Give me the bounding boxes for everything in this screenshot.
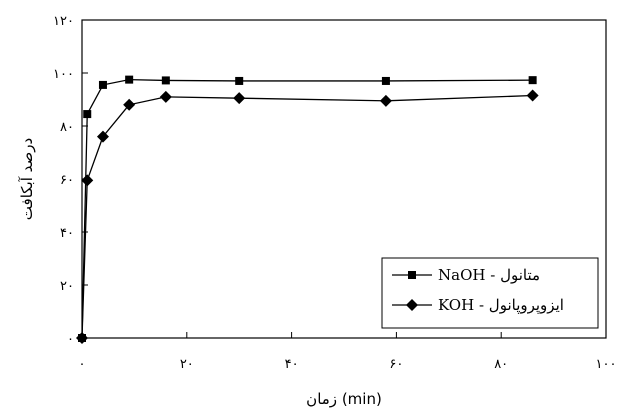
y-axis-label: درصد آبکافت	[18, 138, 36, 220]
y-tick-label: ۱۰۰	[53, 67, 74, 82]
y-tick-label: ۱۲۰	[53, 14, 74, 29]
data-point	[98, 80, 107, 89]
legend-label: NaOH - متانول	[438, 266, 540, 284]
legend-marker	[406, 299, 418, 311]
data-point	[161, 76, 170, 85]
legend-label: KOH - ایزوپروپانول	[438, 296, 564, 314]
data-point	[123, 98, 136, 111]
x-tick-label: ۸۰	[494, 357, 508, 372]
series-group	[76, 75, 539, 344]
data-point	[233, 92, 246, 105]
data-point	[96, 130, 109, 143]
data-point	[81, 174, 94, 187]
y-tick-label: ۲۰	[60, 279, 74, 294]
data-point	[235, 76, 244, 85]
x-tick-label: ۶۰	[389, 357, 403, 372]
series-line	[81, 94, 533, 339]
y-tick-label: ۸۰	[60, 120, 74, 135]
x-tick-label: ۰	[79, 357, 86, 372]
series-2	[76, 89, 539, 344]
y-axis: ۰ ۲۰ ۴۰ ۶۰ ۸۰ ۱۰۰ ۱۲۰	[53, 14, 88, 347]
y-tick-label: ۶۰	[60, 173, 74, 188]
y-tick-label: ۰	[67, 332, 74, 347]
data-point	[76, 332, 88, 344]
legend: NaOH - متانول KOH - ایزوپروپانول	[381, 257, 599, 329]
x-tick-label: ۱۰۰	[596, 357, 617, 372]
data-point	[528, 76, 537, 85]
data-point	[379, 94, 392, 107]
data-point	[125, 75, 134, 84]
data-point	[526, 89, 539, 102]
data-point	[159, 90, 172, 103]
data-point	[381, 76, 390, 85]
legend-marker	[408, 271, 416, 279]
data-point	[83, 110, 92, 119]
y-tick-label: ۴۰	[60, 226, 74, 241]
series-line	[81, 78, 533, 339]
legend-box	[381, 257, 599, 329]
x-tick-label: ۴۰	[285, 357, 299, 372]
x-axis-label: زمان (min)	[306, 390, 382, 408]
x-tick-label: ۲۰	[180, 357, 194, 372]
x-axis: ۰ ۲۰ ۴۰ ۶۰ ۸۰ ۱۰۰	[79, 332, 617, 372]
